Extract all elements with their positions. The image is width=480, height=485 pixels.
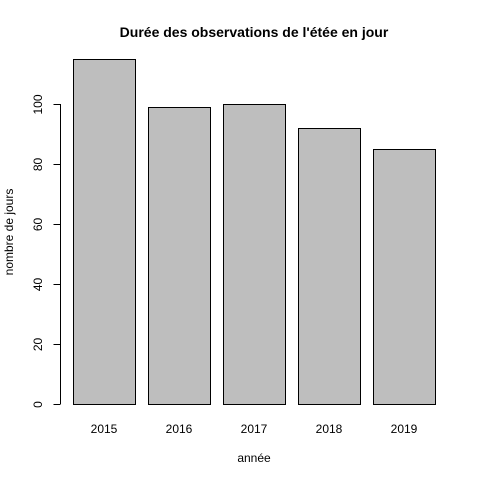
x-tick-label-2016: 2016 bbox=[166, 422, 193, 436]
y-tick-label-0: 0 bbox=[31, 401, 45, 408]
x-axis-label: année bbox=[237, 451, 271, 465]
x-tick-label-2017: 2017 bbox=[241, 422, 268, 436]
bars-group bbox=[73, 59, 436, 405]
bar-2019 bbox=[373, 149, 436, 405]
bar-2016 bbox=[148, 107, 211, 405]
y-tick-label-100: 100 bbox=[31, 94, 45, 114]
y-tick-label-60: 60 bbox=[31, 218, 45, 232]
y-tick-label-20: 20 bbox=[31, 338, 45, 352]
chart-title: Durée des observations de l'étée en jour bbox=[120, 24, 389, 40]
x-tick-label-2019: 2019 bbox=[391, 422, 418, 436]
bar-2018 bbox=[298, 128, 361, 405]
y-tick-label-80: 80 bbox=[31, 158, 45, 172]
y-axis-label: nombre de jours bbox=[2, 189, 16, 276]
x-tick-labels: 2015 2016 2017 2018 2019 bbox=[91, 422, 418, 436]
y-tick-label-40: 40 bbox=[31, 278, 45, 292]
y-axis: 0 20 40 60 80 100 bbox=[31, 94, 61, 408]
bar-2015 bbox=[73, 59, 136, 405]
x-tick-label-2018: 2018 bbox=[316, 422, 343, 436]
x-tick-label-2015: 2015 bbox=[91, 422, 118, 436]
bar-2017 bbox=[223, 104, 286, 405]
